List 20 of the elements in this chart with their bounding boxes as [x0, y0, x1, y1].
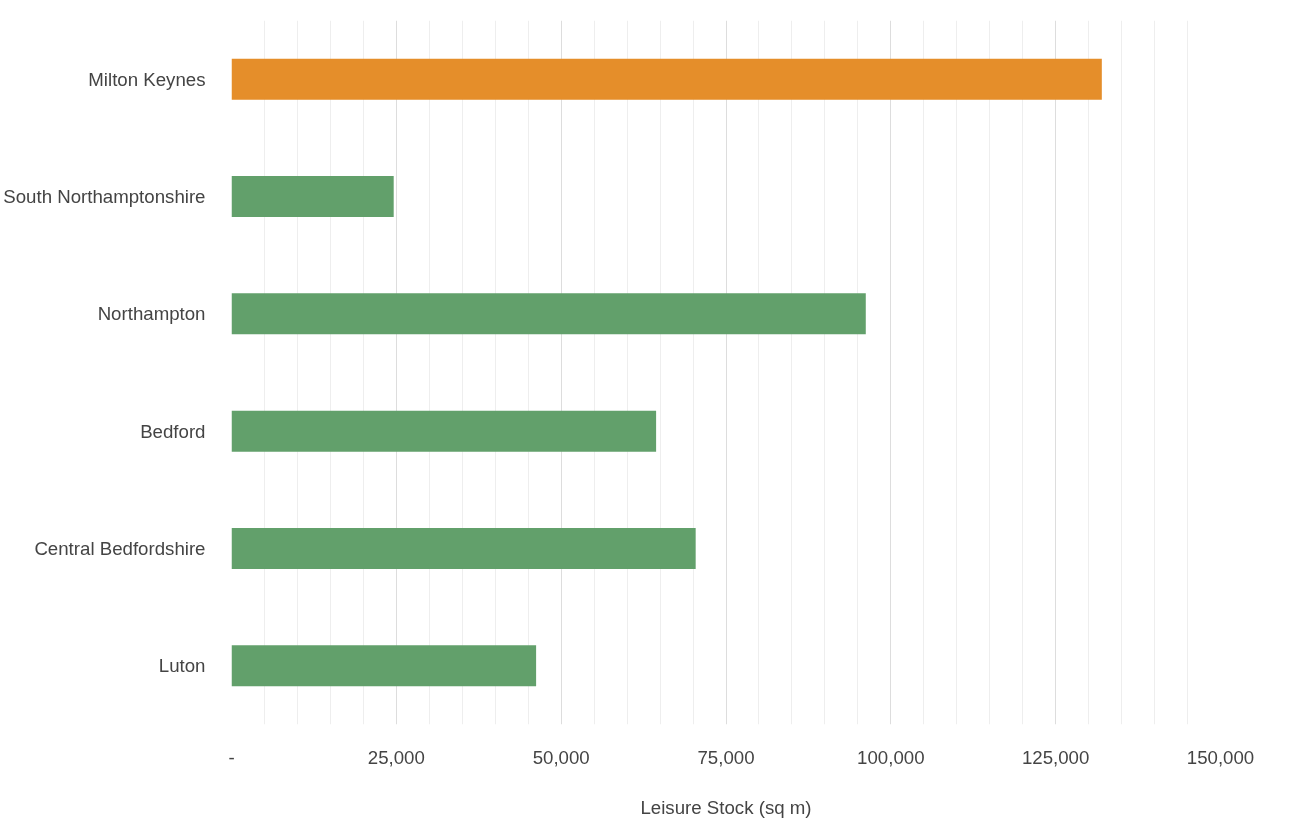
bar — [231, 293, 866, 335]
x-tick-label: - — [228, 746, 235, 768]
bar — [231, 175, 394, 218]
x-tick-label: 125,000 — [1021, 746, 1090, 768]
y-tick-label: Bedford — [140, 420, 206, 442]
y-tick-label: South Northamptonshire — [3, 186, 206, 207]
bar — [231, 645, 537, 687]
x-tick-label: 100,000 — [857, 746, 925, 768]
bar — [231, 410, 657, 452]
y-tick-label: Luton — [158, 655, 206, 677]
x-tick-label: 25,000 — [367, 746, 425, 768]
x-tick-label: 50,000 — [532, 746, 590, 768]
bar — [231, 58, 1102, 100]
bar — [231, 527, 696, 570]
x-tick-label: 150,000 — [1186, 746, 1255, 768]
y-tick-label: Milton Keynes — [88, 68, 206, 90]
y-tick-label: Central Bedfordshire — [34, 538, 206, 559]
x-tick-label: 75,000 — [697, 746, 755, 768]
y-tick-label: Northampton — [97, 303, 206, 325]
x-axis-title: Leisure Stock (sq m) — [640, 796, 812, 818]
